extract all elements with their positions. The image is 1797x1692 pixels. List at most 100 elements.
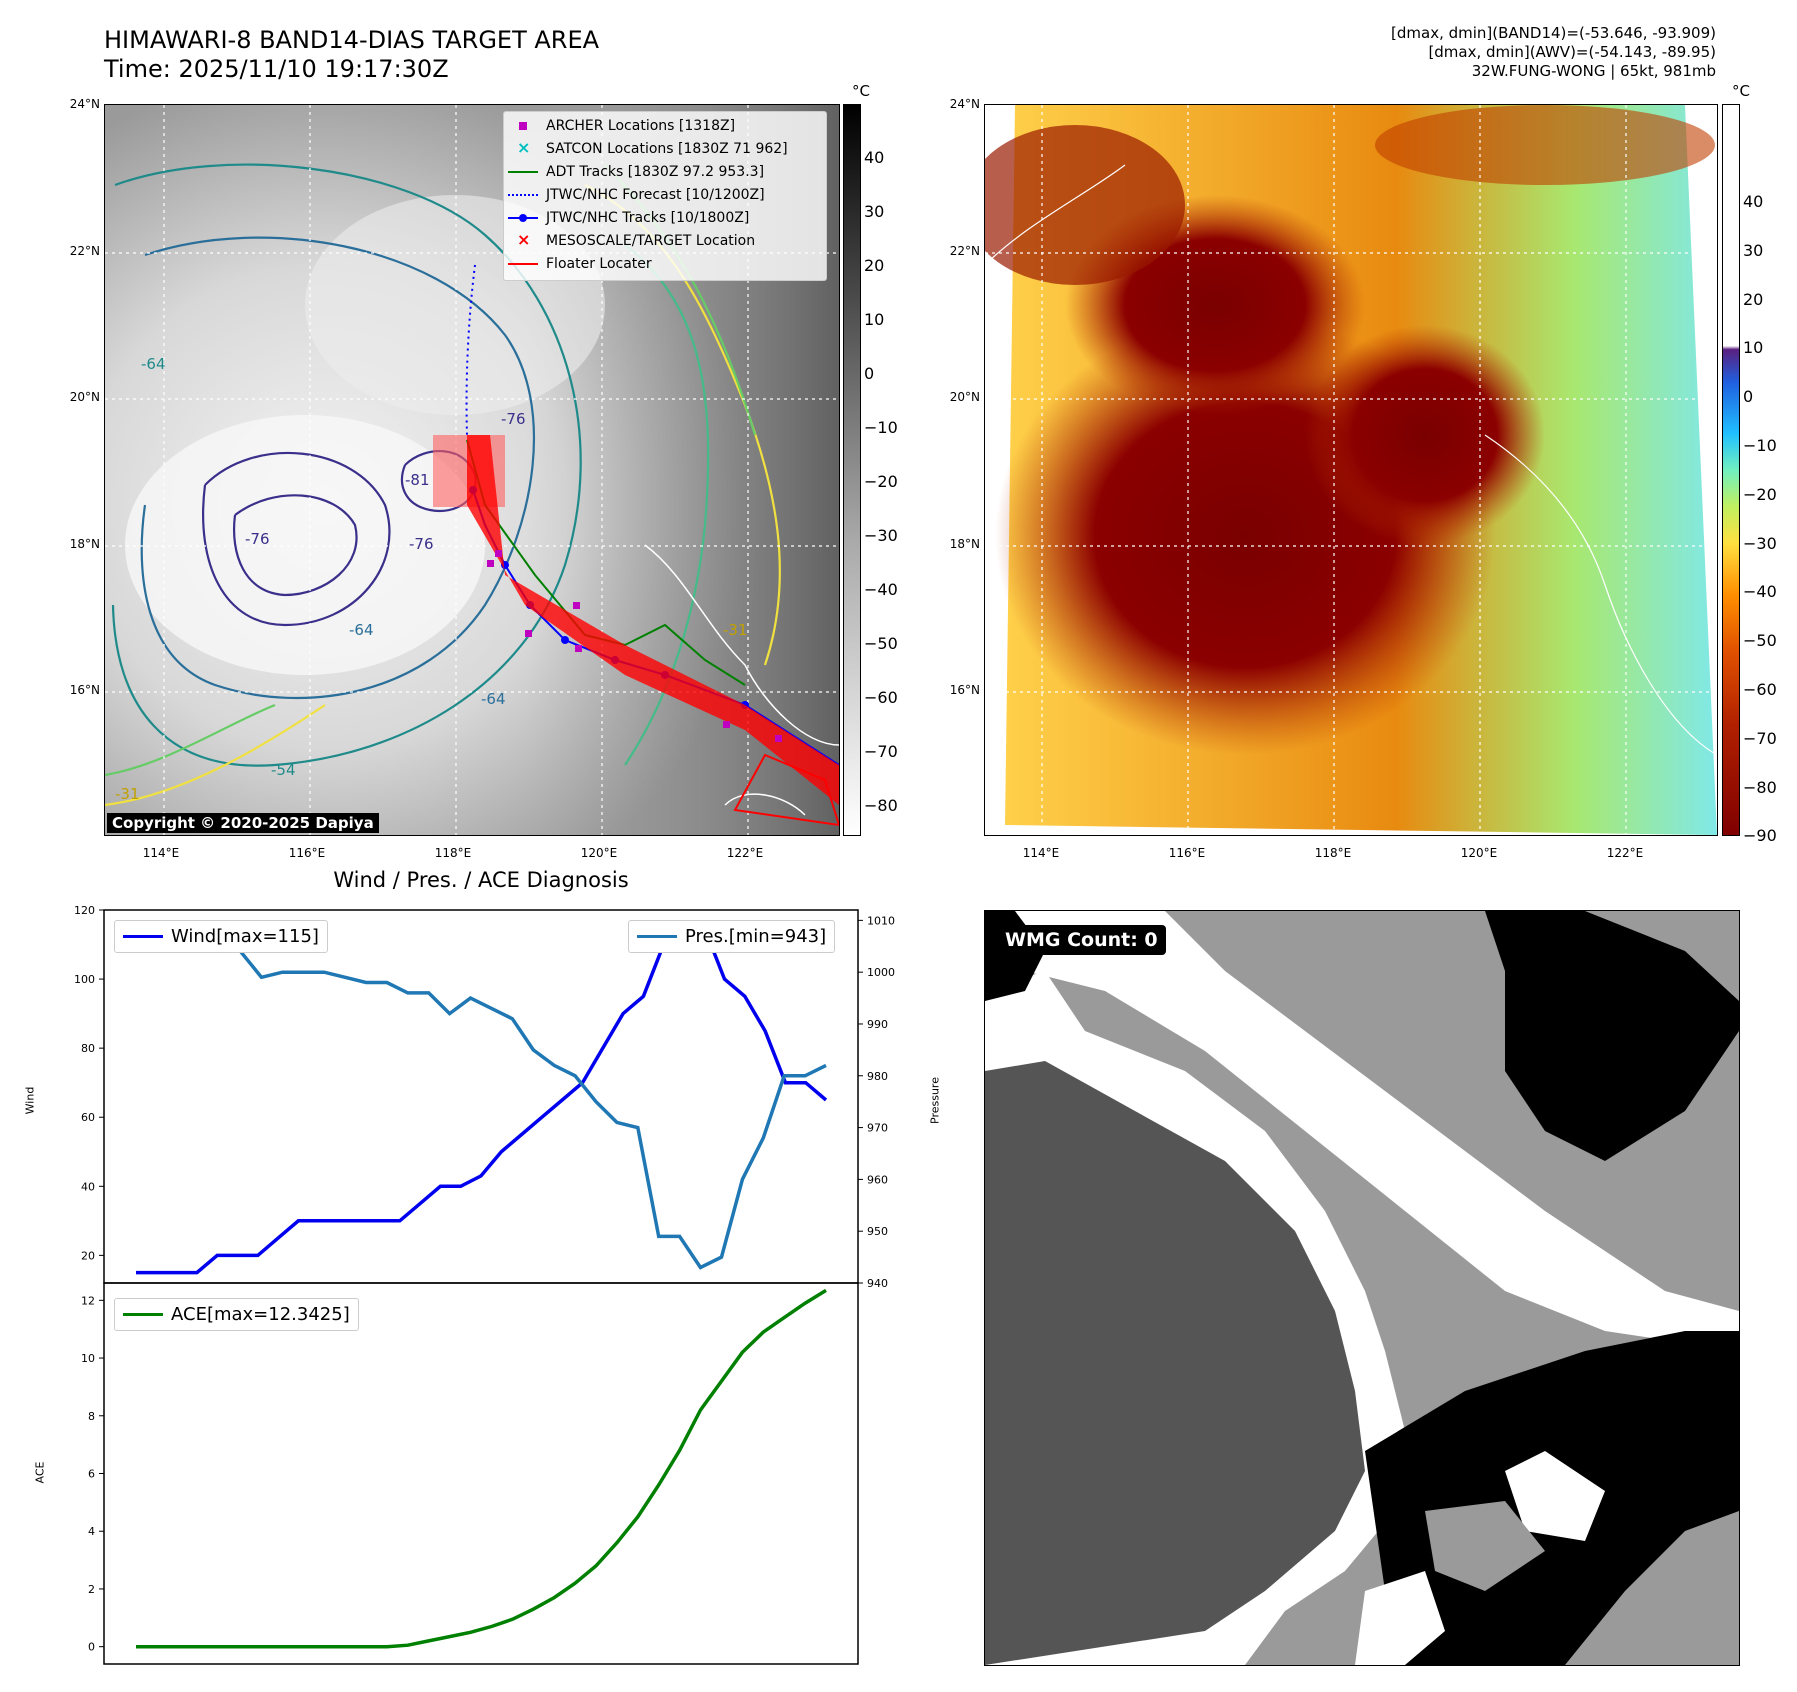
contour-label: -31: [723, 621, 748, 639]
series-line: [136, 1288, 827, 1649]
contour-label: -54: [271, 761, 296, 779]
contour-label: -31: [115, 785, 140, 803]
lat-tick-label: 16°N: [949, 683, 980, 697]
contour-label: -81: [405, 471, 430, 489]
contour-label: -64: [141, 355, 166, 373]
colorbar-tick-label: −40: [1743, 582, 1777, 602]
colorbar-tick-label: −30: [864, 526, 898, 545]
y2-tick-label: 980: [867, 1070, 888, 1083]
colorbar-tick-label: 40: [1743, 192, 1764, 211]
contour-label: -76: [245, 530, 270, 548]
legend-label: MESOSCALE/TARGET Location: [546, 233, 756, 249]
colorbar-tick-label: 30: [864, 202, 885, 221]
lat-tick-label: 24°N: [69, 97, 100, 111]
legend-entry: ARCHER Locations [1318Z]: [508, 118, 735, 134]
lon-tick-label: 114°E: [1022, 846, 1060, 860]
legend-entry: × SATCON Locations [1830Z 71 962]: [508, 138, 788, 157]
ace-legend: ACE[max=12.3425]: [114, 1298, 359, 1331]
legend-entry: JTWC/NHC Forecast [10/1200Z]: [508, 187, 765, 203]
colorbar-tick-label: −20: [1743, 484, 1777, 504]
lat-tick-label: 22°N: [949, 243, 980, 258]
contour-label: -76: [409, 535, 434, 553]
y-tick-label: 80: [81, 1042, 95, 1055]
colorbar-tick-label: −20: [864, 472, 898, 491]
colorbar-tick-label: −60: [864, 688, 898, 707]
colorbar-tick-label: 0: [864, 364, 875, 383]
colorbar-tick-label: −80: [1743, 777, 1777, 797]
copyright-label: Copyright © 2020-2025 Dapiya: [107, 813, 379, 833]
contour-label: -76: [501, 410, 526, 428]
colorbar-tick-label: −50: [1743, 631, 1777, 651]
wind-pressure-axes: [103, 909, 859, 1284]
wmg-image: [985, 911, 1739, 1665]
y-tick-label: 6: [88, 1468, 95, 1481]
colorbar-tick-label: 10: [864, 310, 885, 329]
colorbar-tick-label: −10: [864, 418, 898, 437]
info-band14: [dmax, dmin](BAND14)=(-53.646, -93.909): [1391, 24, 1716, 42]
colorbar2: [1722, 104, 1740, 836]
y-tick-label: 20: [81, 1249, 95, 1262]
legend-swatch: [508, 188, 538, 202]
y-tick-label: 100: [74, 973, 95, 986]
y-tick-label: 40: [81, 1180, 95, 1193]
contour-label: -64: [481, 690, 506, 708]
wind-legend: Wind[max=115]: [114, 920, 328, 953]
colorbar-tick-label: −70: [864, 742, 898, 761]
awv-map: [985, 105, 1717, 835]
colorbar-tick-label: 10: [1743, 338, 1764, 358]
series-line: [136, 924, 828, 1275]
colorbar-tick-label: −90: [1743, 826, 1777, 846]
lat-tick-label: 24°N: [949, 97, 980, 111]
lon-tick-label: 116°E: [1168, 846, 1206, 860]
lon-tick-label: 116°E: [288, 846, 326, 860]
colorbar-tick-label: 20: [864, 256, 885, 275]
y-tick-label: 12: [81, 1294, 95, 1307]
pressure-legend: Pres.[min=943]: [628, 920, 836, 953]
legend-entry: JTWC/NHC Tracks [10/1800Z]: [508, 210, 749, 226]
lon-tick-label: 120°E: [580, 846, 618, 860]
legend-label: Floater Locater: [546, 256, 652, 272]
colorbar-tick-label: −10: [1743, 436, 1777, 455]
y-tick-label: 10: [81, 1352, 95, 1365]
lon-tick-label: 114°E: [142, 846, 180, 860]
legend-swatch: ×: [517, 230, 531, 249]
info-storm: 32W.FUNG-WONG | 65kt, 981mb: [1471, 62, 1716, 80]
lat-tick-label: 20°N: [69, 390, 100, 404]
ace-axes: [103, 1282, 859, 1665]
map-legend: ARCHER Locations [1318Z] × SATCON Location…: [503, 111, 827, 281]
lat-tick-label: 22°N: [69, 243, 100, 258]
lon-tick-label: 120°E: [1460, 846, 1498, 860]
colorbar-tick-label: −80: [864, 796, 898, 815]
colorbar-tick-label: 20: [1743, 289, 1764, 309]
wind-ylabel: Wind: [23, 1086, 37, 1115]
page-title-line1: HIMAWARI-8 BAND14-DIAS TARGET AREA: [104, 26, 600, 54]
lat-tick-label: 18°N: [69, 536, 100, 551]
band14-map-panel: Copyright © 2020-2025 Dapiya -64 -76 -81…: [104, 104, 840, 836]
ace-ylabel: ACE: [33, 1461, 47, 1484]
lon-tick-label: 122°E: [726, 846, 764, 860]
contour-label: -64: [349, 621, 374, 639]
colorbar-tick-label: 40: [864, 148, 885, 167]
y2-tick-label: 1010: [867, 914, 895, 927]
legend-label: SATCON Locations [1830Z 71 962]: [546, 141, 788, 157]
lon-tick-label: 118°E: [1314, 846, 1352, 860]
wmg-panel: WMG Count: 0: [984, 910, 1740, 1666]
lat-tick-label: 16°N: [69, 683, 100, 697]
colorbar-tick-label: 0: [1743, 387, 1754, 407]
legend-label: JTWC/NHC Tracks [10/1800Z]: [546, 210, 750, 226]
wmg-count-badge: WMG Count: 0: [997, 925, 1166, 955]
legend-entry: Floater Locater: [508, 256, 652, 272]
legend-label: ADT Tracks [1830Z 97.2 953.3]: [546, 164, 765, 180]
lon-tick-label: 122°E: [1606, 846, 1644, 860]
y-tick-label: 2: [88, 1583, 95, 1596]
colorbar-tick-label: −40: [864, 580, 898, 599]
colorbar-tick-label: −50: [864, 634, 898, 653]
y2-tick-label: 1000: [867, 966, 895, 979]
diagnosis-title: Wind / Pres. / ACE Diagnosis: [333, 868, 629, 892]
lat-tick-label: 18°N: [949, 536, 980, 551]
legend-swatch: [508, 119, 538, 133]
legend-swatch: [508, 257, 538, 271]
colorbar-tick-label: 30: [1743, 240, 1764, 260]
legend-label: ARCHER Locations [1318Z]: [546, 118, 736, 134]
legend-swatch: [508, 165, 538, 179]
